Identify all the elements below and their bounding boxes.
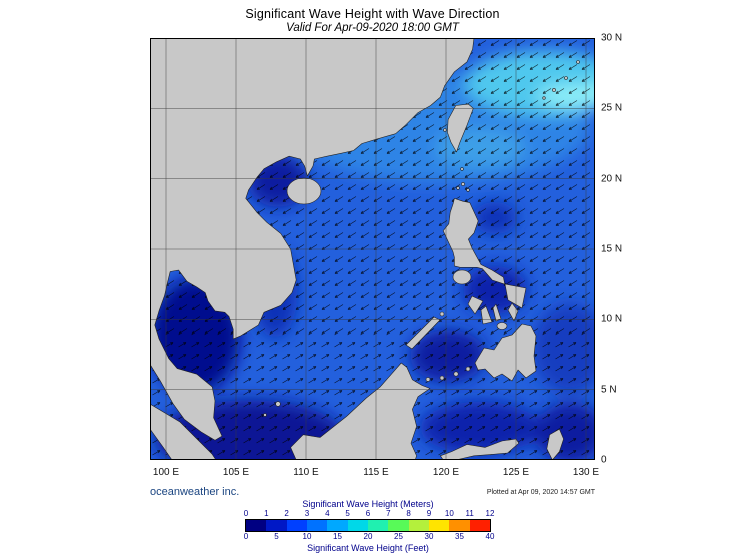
legend-meters-tick: 11 [465,509,474,518]
lat-label: 30 N [601,32,623,44]
land-batanes [460,167,464,171]
land-cebu [492,303,502,322]
legend-feet-tick: 10 [302,532,312,541]
land-natuna [275,401,281,407]
lon-label: 130 E [572,467,600,478]
legend-meters-tick: 2 [284,509,289,518]
land-samar [504,283,527,309]
wave-map-canvas [150,38,595,460]
land-mindoro [452,269,472,285]
legend-meters-tick: 7 [386,509,391,518]
legend-meters-tick: 3 [304,509,310,518]
legend-color-segment [246,520,267,531]
legend-color-segment [469,520,490,531]
legend-meters-tick: 1 [264,509,269,518]
land-palawan [405,316,441,350]
legend-feet-ticks: 0 5 10 15 20 25 30 35 40 [243,532,495,541]
legend-color-segment [388,520,409,531]
lat-label: 5 N [601,384,617,396]
land-okinawa [552,88,556,92]
land-sulu-islands [465,366,471,372]
lon-label: 100 E [152,467,180,478]
legend-color-segment [327,520,348,531]
land-hainan [286,177,322,205]
legend-color-segment [306,520,328,531]
lon-label: 105 E [222,467,250,478]
legend-feet-title: Significant Wave Height (Feet) [307,543,429,553]
legend-colorbar [245,519,491,532]
grid-layer [150,38,595,460]
legend-feet-tick: 15 [333,532,342,541]
land-bohol [496,322,508,330]
land-mainland-asia [150,38,475,441]
land-sumatra [150,403,217,460]
legend-color-segment [367,520,389,531]
legend-meters-tick: 10 [444,509,454,518]
map-title: Significant Wave Height with Wave Direct… [245,7,500,21]
legend-meters-tick: 0 [243,509,249,518]
legend-feet-tick: 0 [243,532,249,541]
lat-label: 10 N [601,313,623,325]
legend-feet-tick: 35 [455,532,464,541]
land-taiwan [447,103,474,153]
lat-label: 0 [601,454,607,466]
legend-color-segment [449,520,470,531]
legend-meters-tick: 9 [426,509,432,518]
lon-label: 110 E [293,467,319,478]
latitude-axis: 30 N 25 N 20 N 15 N 10 N 5 N 0 [601,33,643,466]
map-border [150,38,595,460]
legend-meters-tick: 5 [345,509,350,518]
land-sulawesi [440,438,520,460]
lon-label: 120 E [432,467,460,478]
legend-feet-tick: 40 [485,532,495,541]
land-mindanao [474,323,537,382]
land-panay [467,295,484,315]
land-anambas [263,413,267,417]
legend-feet-tick: 5 [274,532,279,541]
legend-color-segment [286,520,307,531]
legend-meters-ticks: 0 1 2 3 4 5 6 7 8 9 10 11 12 [243,509,495,518]
lat-label: 15 N [601,243,623,255]
legend-meters-title: Significant Wave Height (Meters) [302,499,434,509]
lon-label: 125 E [502,467,530,478]
plotted-timestamp: Plotted at Apr 09, 2020 14:57 GMT [486,489,595,496]
longitude-axis: 100 E 105 E 110 E 115 E 120 E 125 E 130 E [150,467,599,481]
legend-meters-tick: 12 [485,509,495,518]
land-layer [150,38,580,460]
legend-meters-tick: 4 [325,509,330,518]
legend-color-segment [347,520,368,531]
lat-label: 25 N [601,102,623,114]
legend-color-segment [408,520,429,531]
map-valid-time: Valid For Apr-09-2020 18:00 GMT [286,22,459,34]
lon-label: 115 E [363,467,389,478]
legend-feet-tick: 30 [424,532,434,541]
legend-meters-tick: 6 [365,509,371,518]
land-halmahera [546,428,564,460]
legend-feet-tick: 20 [363,532,373,541]
land-borneo [290,362,431,460]
legend-color-segment [266,520,287,531]
legend-feet-tick: 25 [394,532,403,541]
legend-color-segment [428,520,450,531]
legend-meters-tick: 8 [406,509,411,518]
land-luzon [442,198,506,285]
lat-label: 20 N [601,173,623,185]
land-babuyan [461,182,465,186]
credit-text: oceanweather inc. [150,486,240,498]
